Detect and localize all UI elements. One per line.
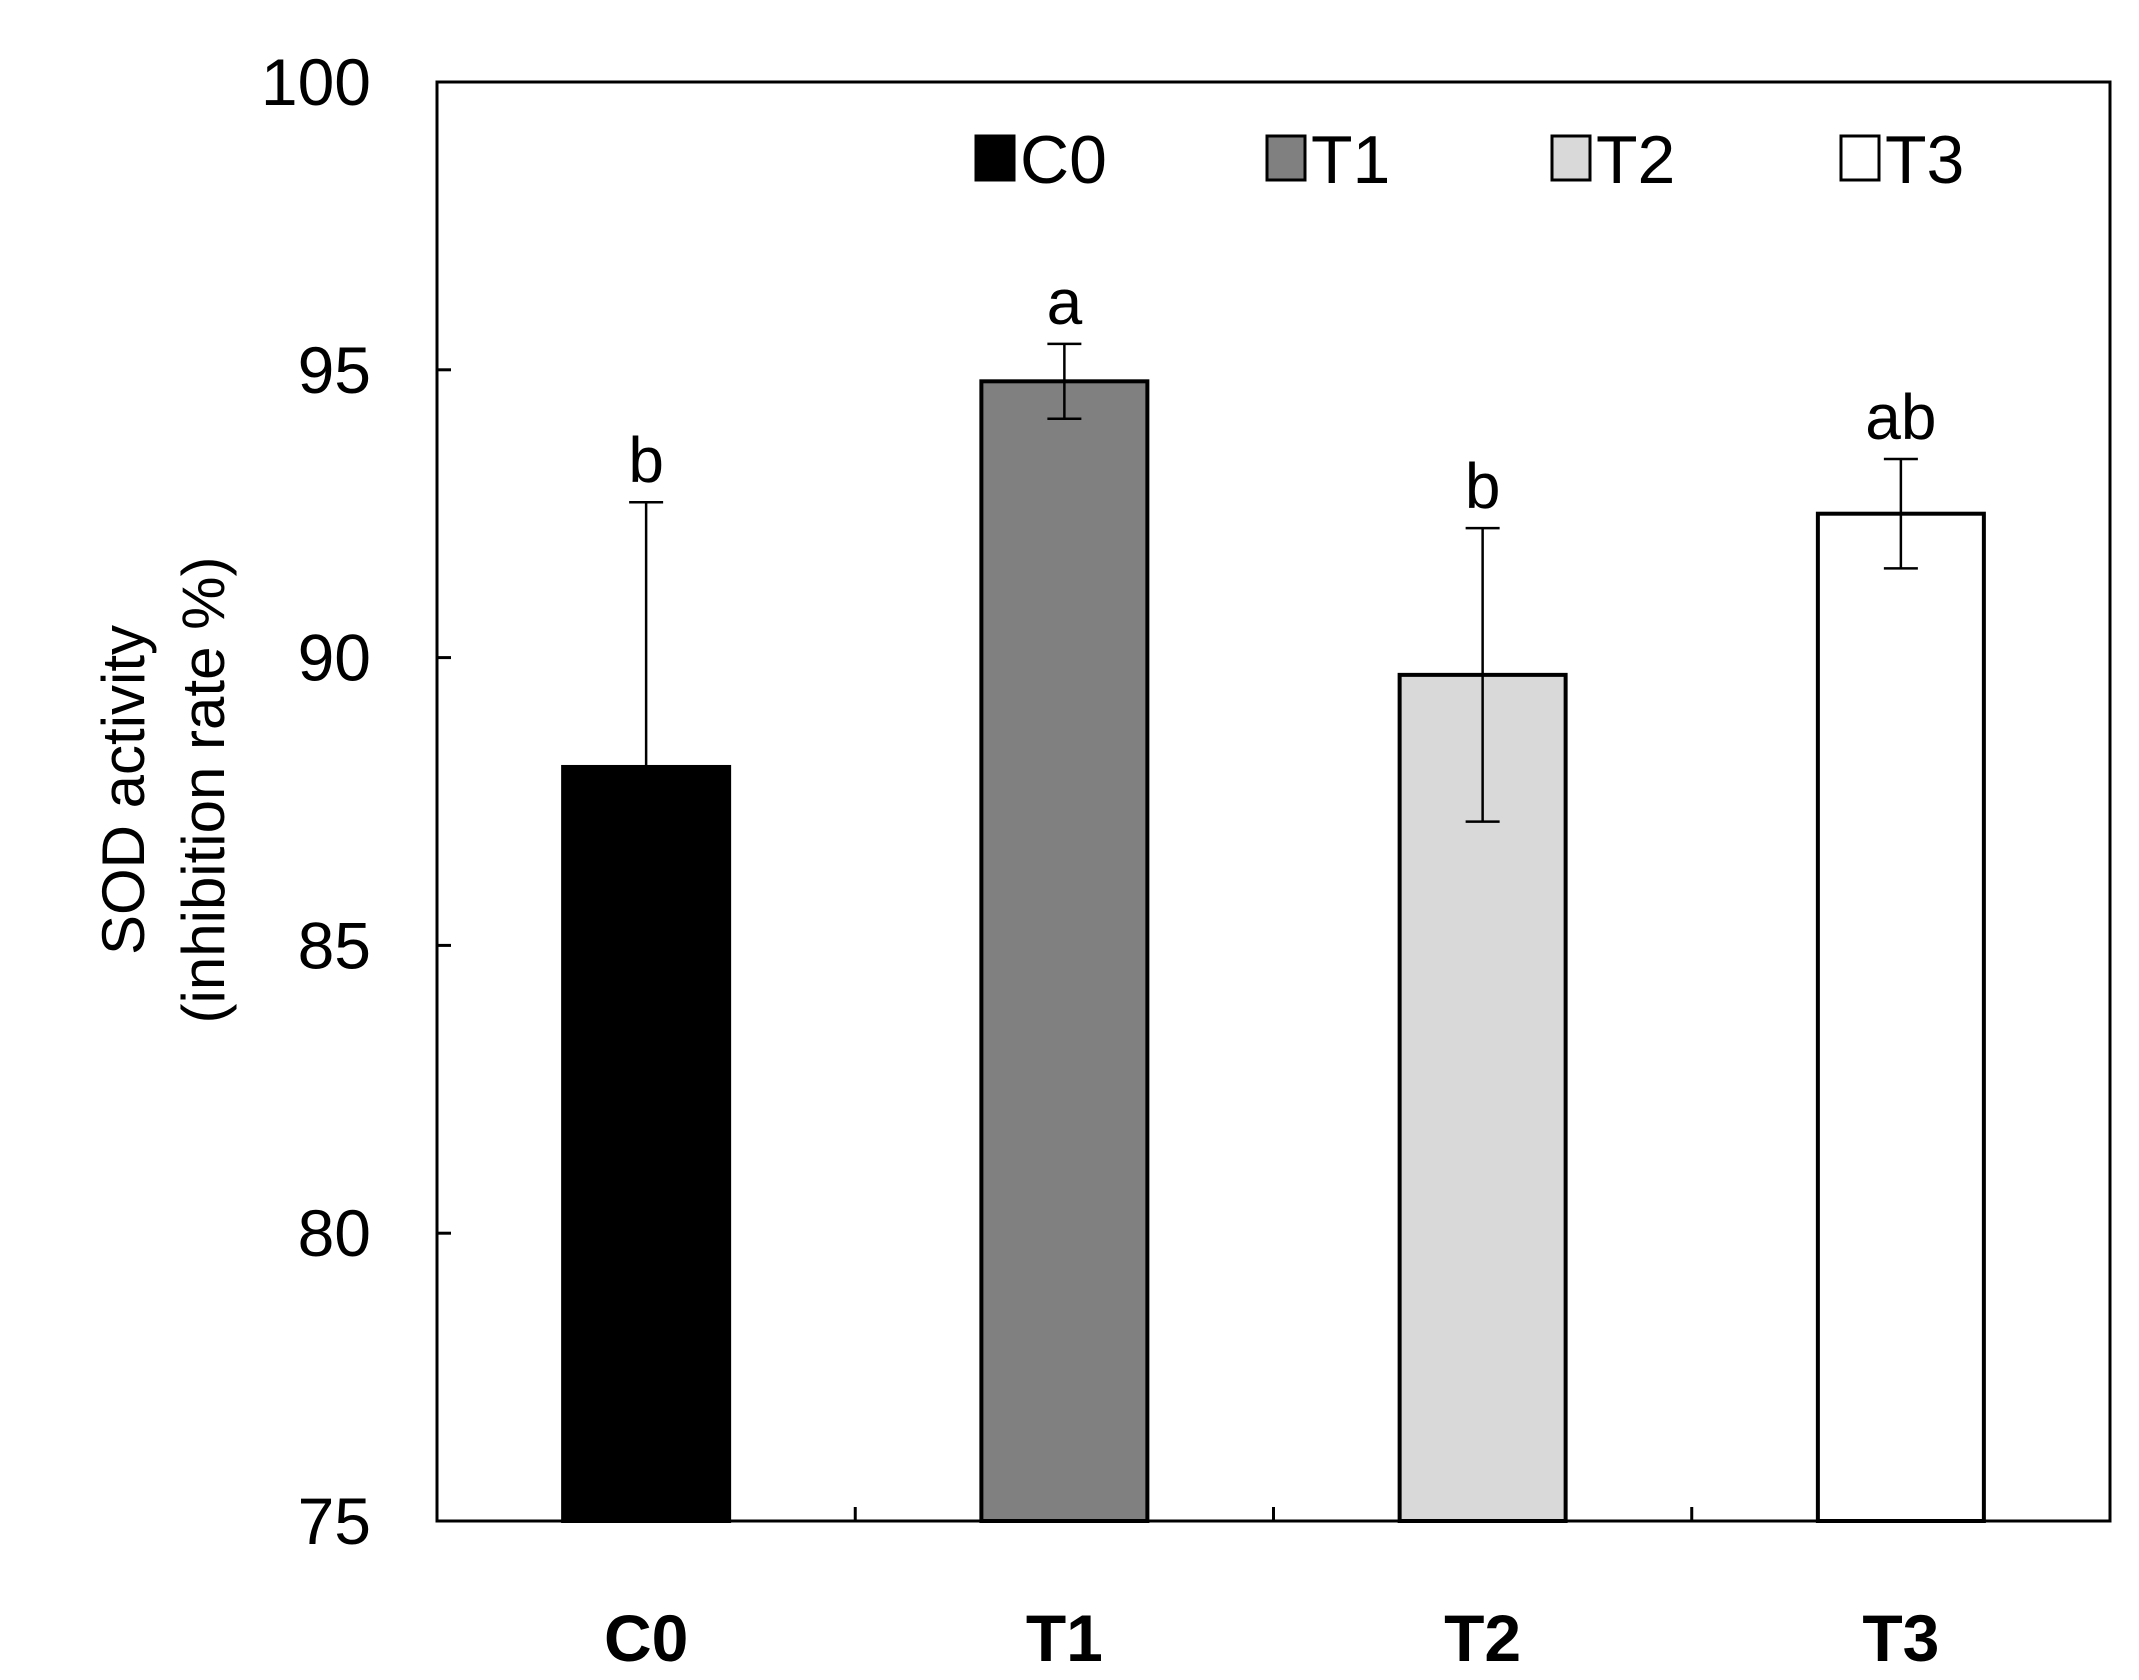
legend-item-c0: C0 [974,122,1107,198]
significance-label: b [628,424,664,496]
legend-label: T1 [1311,122,1390,198]
bars [561,379,1986,1523]
x-tick-label: T1 [1026,1601,1103,1675]
legend-item-t1: T1 [1265,122,1390,198]
legend-label: T2 [1596,122,1675,198]
x-tick-label: C0 [604,1601,688,1675]
legend: C0 T1 T2 T3 [974,122,1964,198]
bar-t1 [979,379,1150,1523]
y-axis-title-units: (inhibition rate %) [170,557,237,1024]
y-tick-label: 90 [298,621,371,695]
y-tick-label: 75 [298,1484,371,1558]
significance-label: b [1465,450,1501,522]
x-tick-label: T2 [1444,1601,1521,1675]
error-bars [629,342,1918,1033]
legend-swatch [1550,134,1592,182]
y-tick-label: 85 [298,908,371,982]
y-tick-label: 100 [261,45,371,119]
legend-label: T3 [1885,122,1964,198]
legend-swatch [1265,134,1307,182]
legend-label: C0 [1020,122,1107,198]
significance-label: ab [1865,381,1936,453]
legend-swatch [1839,134,1881,182]
x-axis: C0 T1 T2 T3 [604,1507,1939,1675]
y-tick-label: 80 [298,1196,371,1270]
y-tick-label: 95 [298,333,371,407]
legend-item-t3: T3 [1839,122,1964,198]
bar-t3 [1815,511,1986,1523]
legend-item-t2: T2 [1550,122,1675,198]
legend-swatch [974,134,1016,182]
significance-label: a [1047,266,1083,338]
y-axis-title: SOD activity [90,625,157,955]
y-axis: 75 80 85 90 95 100 [261,45,451,1558]
x-tick-label: T3 [1862,1601,1939,1675]
